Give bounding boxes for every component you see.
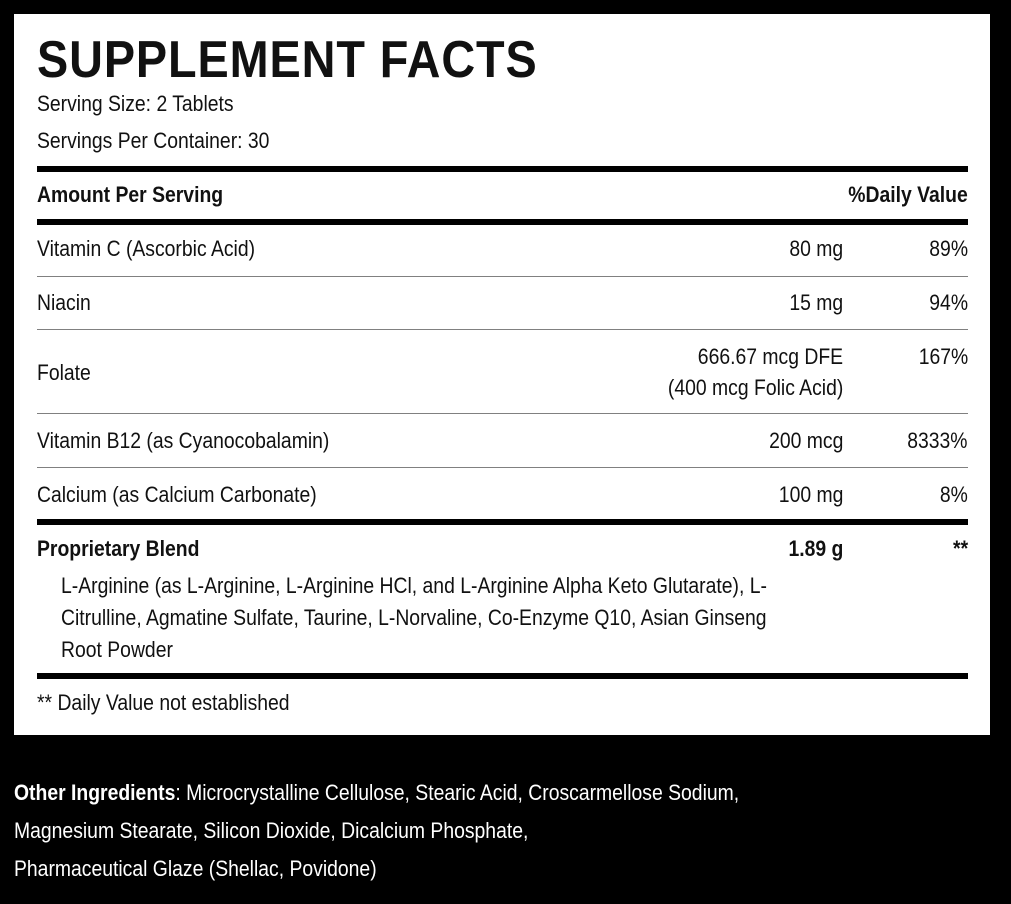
nutrient-daily-value: 89% xyxy=(929,236,968,261)
nutrient-daily-value: 8% xyxy=(940,482,968,507)
divider-thick xyxy=(37,166,968,172)
other-ingredients-label: Other Ingredients xyxy=(14,780,176,805)
servings-per-container: Servings Per Container: 30 xyxy=(37,128,270,153)
other-ingredients-separator: : xyxy=(175,780,187,805)
nutrient-name: Folate xyxy=(37,360,91,385)
nutrient-name: Calcium (as Calcium Carbonate) xyxy=(37,482,317,507)
nutrient-name: Niacin xyxy=(37,290,91,315)
nutrient-name: Vitamin C (Ascorbic Acid) xyxy=(37,236,256,261)
divider-thin xyxy=(37,329,968,330)
divider-thick xyxy=(37,673,968,679)
blend-daily-value: ** xyxy=(952,536,968,561)
blend-ingredients-line: Citrulline, Agmatine Sulfate, Taurine, L… xyxy=(61,605,767,630)
divider-thin xyxy=(37,276,968,277)
nutrient-amount: 100 mg xyxy=(778,482,843,507)
blend-ingredients-line: Root Powder xyxy=(61,637,173,662)
nutrient-amount: 200 mcg xyxy=(768,428,843,453)
nutrient-amount: 15 mg xyxy=(789,290,843,315)
label-title: SUPPLEMENT FACTS xyxy=(37,31,538,89)
divider-thin xyxy=(37,467,968,468)
nutrient-amount: 80 mg xyxy=(789,236,843,261)
other-ingredients-text: Microcrystalline Cellulose, Stearic Acid… xyxy=(186,780,740,805)
blend-ingredients-line: L-Arginine (as L-Arginine, L-Arginine HC… xyxy=(61,573,767,598)
footnote: ** Daily Value not established xyxy=(37,690,290,715)
other-ingredients-line: Pharmaceutical Glaze (Shellac, Povidone) xyxy=(14,856,377,881)
nutrient-name: Vitamin B12 (as Cyanocobalamin) xyxy=(37,428,330,453)
divider-thick xyxy=(37,219,968,225)
other-ingredients-line: Magnesium Stearate, Silicon Dioxide, Dic… xyxy=(14,818,529,843)
amount-per-serving-header: Amount Per Serving xyxy=(37,182,224,207)
blend-ingredients: L-Arginine (as L-Arginine, L-Arginine HC… xyxy=(61,570,950,666)
other-ingredients: Other Ingredients: Microcrystalline Cell… xyxy=(14,774,982,888)
nutrient-amount: 666.67 mcg DFE xyxy=(697,344,843,369)
supplement-facts-panel: SUPPLEMENT FACTS Serving Size: 2 Tablets… xyxy=(14,14,990,735)
divider-thin xyxy=(37,413,968,414)
nutrient-daily-value: 8333% xyxy=(907,428,968,453)
serving-size: Serving Size: 2 Tablets xyxy=(37,91,234,116)
nutrient-daily-value: 167% xyxy=(918,344,968,369)
blend-amount: 1.89 g xyxy=(788,536,843,561)
divider-thick xyxy=(37,519,968,525)
daily-value-header: %Daily Value xyxy=(848,182,968,207)
nutrient-daily-value: 94% xyxy=(929,290,968,315)
nutrient-amount-sub: (400 mcg Folic Acid) xyxy=(667,375,843,400)
blend-name: Proprietary Blend xyxy=(37,536,200,561)
other-ingredients-line: Other Ingredients: Microcrystalline Cell… xyxy=(14,774,982,812)
